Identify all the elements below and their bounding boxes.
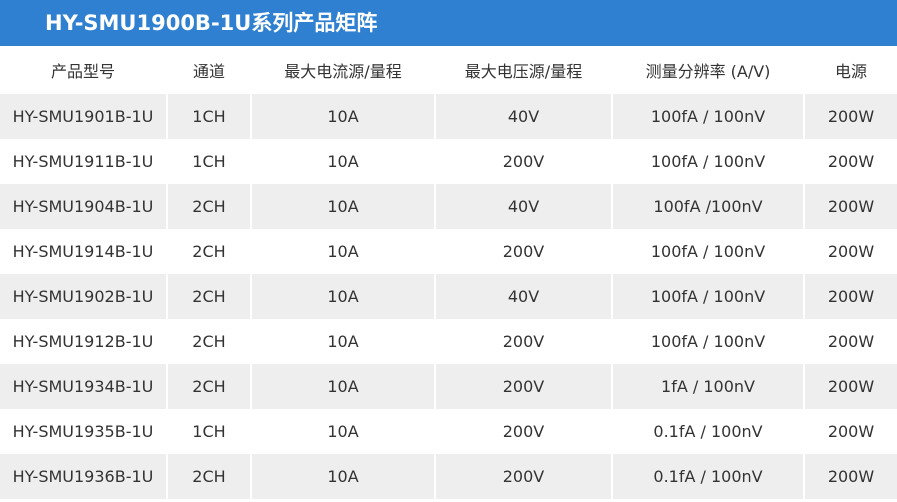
- table-cell: HY-SMU1934B-1U: [0, 364, 167, 409]
- table-cell: 200V: [434, 319, 612, 364]
- table-cell: 2CH: [166, 454, 251, 499]
- table-cell: 10A: [250, 184, 435, 229]
- table-cell: 200V: [434, 139, 612, 184]
- table-cell: HY-SMU1914B-1U: [12, 242, 154, 261]
- table-cell: 40V: [434, 94, 612, 139]
- table-cell: 100fA / 100nV: [611, 139, 804, 184]
- table-body: HY-SMU1901B-1U 1CH 10A 40V 100fA / 100nV 200W…: [0, 94, 897, 499]
- table-cell: 200V: [434, 409, 612, 454]
- title-bar: HY-SMU1900B-1U系列产品矩阵: [0, 0, 897, 46]
- table-cell: 200W: [803, 454, 897, 499]
- table-cell: 40V: [434, 184, 612, 229]
- table-cell: HY-SMU1911B-1U: [12, 152, 154, 171]
- table-cell: HY-SMU1936B-1U: [0, 454, 167, 499]
- table-cell: 100fA / 100nV: [611, 319, 804, 364]
- table-row: HY-SMU1911B-1U 1CH 10A 200V 100fA / 100nV 200…: [0, 139, 897, 184]
- column-header: 最大电流源/量程: [250, 46, 435, 94]
- table-cell: 200W: [803, 229, 897, 274]
- column-header: 通道: [166, 46, 251, 94]
- table-cell: 2CH: [166, 274, 251, 319]
- column-header: 产品型号: [50, 62, 115, 81]
- table-row: HY-SMU1935B-1U 1CH 10A 200V 0.1fA / 100nV 200…: [0, 409, 897, 454]
- table-cell: 200W: [803, 94, 897, 139]
- table-row: HY-SMU1934B-1U 2CH 10A 200V 1fA / 100nV 200W: [0, 364, 897, 409]
- table-cell: 200V: [434, 364, 612, 409]
- table-cell: 200W: [803, 139, 897, 184]
- table-cell: 1CH: [166, 139, 251, 184]
- table-cell: HY-SMU1904B-1U: [0, 184, 167, 229]
- table-cell: 10A: [250, 94, 435, 139]
- table-cell: 10A: [250, 409, 435, 454]
- table-row: HY-SMU1912B-1U 2CH 10A 200V 100fA / 100nV 200…: [0, 319, 897, 364]
- table-cell: 200W: [803, 409, 897, 454]
- table-cell: 100fA / 100nV: [611, 229, 804, 274]
- table-row: HY-SMU1902B-1U 2CH 10A 40V 100fA / 100nV 200W: [0, 274, 897, 319]
- table-cell: HY-SMU1901B-1U: [0, 94, 167, 139]
- table-cell: 10A: [250, 454, 435, 499]
- table-row: HY-SMU1914B-1U 2CH 10A 200V 100fA / 100nV 200…: [0, 229, 897, 274]
- table-cell: 2CH: [166, 184, 251, 229]
- table-cell: 1CH: [166, 409, 251, 454]
- table-cell: HY-SMU1902B-1U: [0, 274, 167, 319]
- table-cell: HY-SMU1912B-1U: [12, 332, 154, 351]
- column-header: 测量分辨率 (A/V): [611, 46, 804, 94]
- table-row: HY-SMU1901B-1U 1CH 10A 40V 100fA / 100nV 200W: [0, 94, 897, 139]
- table-cell: HY-SMU1935B-1U: [12, 422, 154, 441]
- table-cell: 100fA /100nV: [611, 184, 804, 229]
- table-cell: 2CH: [166, 364, 251, 409]
- column-header: 最大电压源/量程: [434, 46, 612, 94]
- table-cell: 0.1fA / 100nV: [611, 409, 804, 454]
- table-row: HY-SMU1904B-1U 2CH 10A 40V 100fA /100nV 200W: [0, 184, 897, 229]
- table-cell: 200W: [803, 274, 897, 319]
- header-row: 产品型号 通道 最大电流源/量程 最大电压源/量程 测量分辨率 (A/V) 电源: [0, 46, 897, 94]
- table-cell: 10A: [250, 364, 435, 409]
- product-table: 产品型号 通道 最大电流源/量程 最大电压源/量程 测量分辨率 (A/V) 电源 HY-S…: [0, 46, 897, 499]
- table-cell: 200V: [434, 454, 612, 499]
- table-cell: 2CH: [166, 319, 251, 364]
- table-cell: 100fA / 100nV: [611, 274, 804, 319]
- table-cell: 200V: [434, 229, 612, 274]
- table-cell: 200W: [803, 364, 897, 409]
- table-cell: 1CH: [166, 94, 251, 139]
- table-cell: 10A: [250, 319, 435, 364]
- table-cell: 1fA / 100nV: [611, 364, 804, 409]
- table-cell: 10A: [250, 229, 435, 274]
- table-cell: 2CH: [166, 229, 251, 274]
- table-cell: 10A: [250, 274, 435, 319]
- table-cell: 200W: [803, 184, 897, 229]
- table-cell: 10A: [250, 139, 435, 184]
- table-row: HY-SMU1936B-1U 2CH 10A 200V 0.1fA / 100nV 200…: [0, 454, 897, 499]
- table-cell: 100fA / 100nV: [611, 94, 804, 139]
- table-cell: 40V: [434, 274, 612, 319]
- table-cell: 0.1fA / 100nV: [611, 454, 804, 499]
- table-cell: 200W: [803, 319, 897, 364]
- column-header: 电源: [803, 46, 897, 94]
